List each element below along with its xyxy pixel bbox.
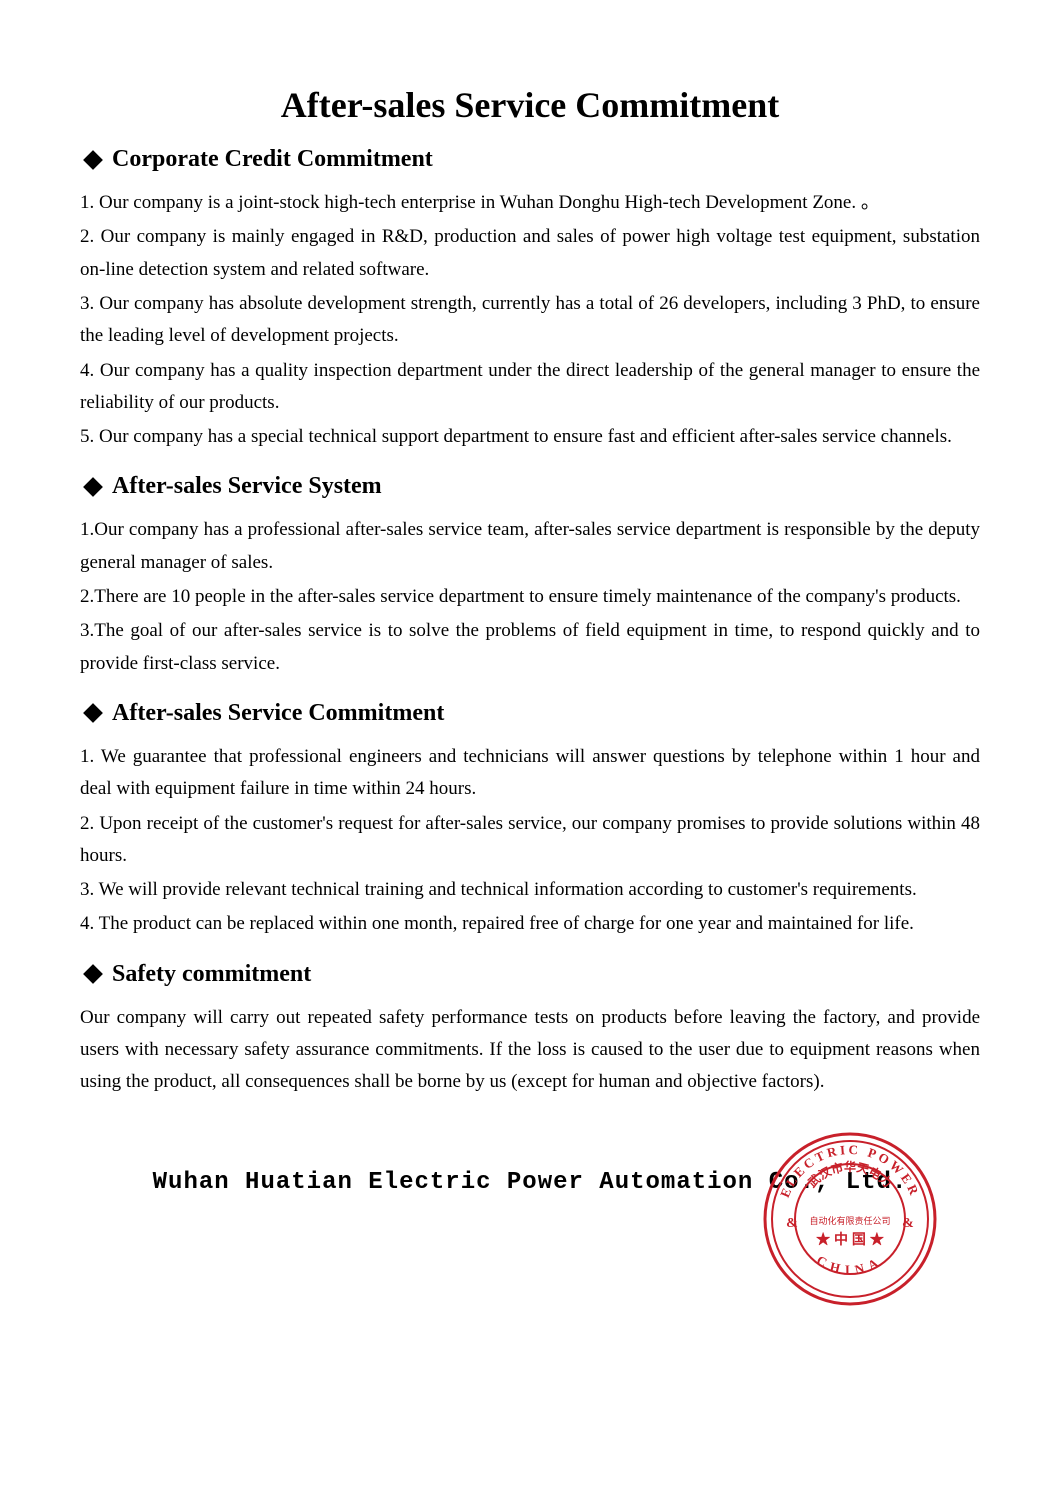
stamp-outer-bottom: CHINA — [814, 1252, 886, 1277]
diamond-icon — [83, 150, 103, 170]
section-corporate-credit: Corporate Credit Commitment 1. Our compa… — [80, 146, 980, 453]
heading-text: After-sales Service Commitment — [112, 700, 444, 727]
section-heading: After-sales Service System — [80, 473, 980, 500]
svg-text:&: & — [786, 1216, 798, 1231]
svg-text:CHINA: CHINA — [814, 1252, 886, 1277]
body-paragraph: 4. The product can be replaced within on… — [80, 908, 980, 940]
heading-text: Corporate Credit Commitment — [112, 146, 433, 173]
body-paragraph: 1. We guarantee that professional engine… — [80, 741, 980, 806]
stamp-inner-mid: 自动化有限责任公司 — [809, 1215, 890, 1226]
svg-text:&: & — [902, 1216, 914, 1231]
body-paragraph: 2. Upon receipt of the customer's reques… — [80, 808, 980, 873]
body-paragraph: 1.Our company has a professional after-s… — [80, 514, 980, 579]
body-paragraph: 2. Our company is mainly engaged in R&D,… — [80, 221, 980, 286]
section-heading: Safety commitment — [80, 961, 980, 988]
body-paragraph: Our company will carry out repeated safe… — [80, 1002, 980, 1099]
section-heading: After-sales Service Commitment — [80, 700, 980, 727]
heading-text: Safety commitment — [112, 961, 311, 988]
diamond-icon — [83, 704, 103, 724]
stamp-inner-country: ★ 中 国 ★ — [816, 1231, 884, 1247]
body-paragraph: 1. Our company is a joint-stock high-tec… — [80, 187, 980, 219]
body-paragraph: 3.The goal of our after-sales service is… — [80, 615, 980, 680]
signature-block: Wuhan Huatian Electric Power Automation … — [80, 1139, 980, 1319]
diamond-icon — [83, 477, 103, 497]
body-paragraph: 4. Our company has a quality inspection … — [80, 355, 980, 420]
body-paragraph: 3. We will provide relevant technical tr… — [80, 874, 980, 906]
document-page: After-sales Service Commitment Corporate… — [0, 0, 1060, 1399]
heading-text: After-sales Service System — [112, 473, 382, 500]
company-stamp-icon: ELECTRIC POWER CHINA 武汉市华天电力 自动化有限责任公司 ★… — [760, 1129, 940, 1309]
document-title: After-sales Service Commitment — [80, 84, 980, 126]
body-paragraph: 5. Our company has a special technical s… — [80, 421, 980, 453]
body-paragraph: 2.There are 10 people in the after-sales… — [80, 581, 980, 613]
section-service-commitment: After-sales Service Commitment 1. We gua… — [80, 700, 980, 941]
section-heading: Corporate Credit Commitment — [80, 146, 980, 173]
body-paragraph: 3. Our company has absolute development … — [80, 288, 980, 353]
diamond-icon — [83, 964, 103, 984]
section-service-system: After-sales Service System 1.Our company… — [80, 473, 980, 679]
section-safety-commitment: Safety commitment Our company will carry… — [80, 961, 980, 1099]
